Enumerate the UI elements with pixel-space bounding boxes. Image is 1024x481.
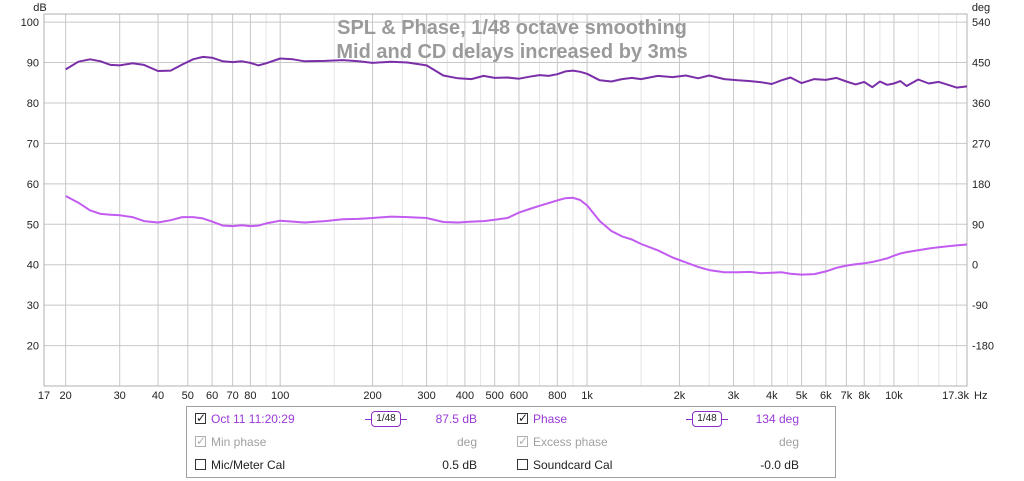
mic-cal-label: Mic/Meter Cal bbox=[211, 458, 286, 472]
legend-row-measurement: ✓ Oct 11 11:20:29 1/48 87.5 dB ✓ Phase 1… bbox=[187, 408, 837, 430]
x-tick-label: 40 bbox=[152, 390, 164, 402]
phase-series-line bbox=[65, 195, 968, 276]
chart-subtitle: Mid and CD delays increased by 3ms bbox=[336, 41, 687, 63]
x-tick-label: 17 bbox=[38, 390, 50, 402]
y2-tick-label: 450 bbox=[972, 58, 990, 70]
plot-frame bbox=[43, 13, 968, 387]
excess-phase-value: deg bbox=[778, 435, 799, 449]
phase-smoothing-button[interactable]: 1/48 bbox=[686, 411, 728, 427]
x-tick-label: 200 bbox=[363, 390, 381, 402]
min-phase-label: Min phase bbox=[211, 435, 267, 449]
x-tick-label: 60 bbox=[206, 390, 218, 402]
y-tick-label: 40 bbox=[27, 260, 39, 272]
phase-series-name: Phase bbox=[533, 412, 568, 426]
y2-tick-label: 540 bbox=[972, 17, 990, 29]
checkmark-icon: ✓ bbox=[196, 434, 207, 448]
checkmark-icon: ✓ bbox=[518, 411, 529, 425]
x-tick-label: 3k bbox=[728, 390, 740, 402]
checkmark-icon: ✓ bbox=[196, 411, 207, 425]
phase-smoothing-label: 1/48 bbox=[697, 413, 717, 424]
x-tick-label: 800 bbox=[548, 390, 566, 402]
y-tick-label: 20 bbox=[27, 341, 39, 353]
soundcard-cal-checkbox[interactable] bbox=[517, 459, 528, 470]
soundcard-cal-value: -0.0 dB bbox=[760, 458, 799, 472]
legend-row-minphase: ✓ Min phase deg ✓ Excess phase deg bbox=[187, 431, 837, 453]
spl-series-name: Oct 11 11:20:29 bbox=[211, 412, 295, 426]
spl-smoothing-label: 1/48 bbox=[376, 413, 396, 424]
x-axis-label: Hz bbox=[974, 390, 987, 402]
x-tick-label: 10k bbox=[885, 390, 903, 402]
y-tick-label: 80 bbox=[27, 98, 39, 110]
y-tick-label: 100 bbox=[21, 17, 39, 29]
mic-cal-value: 0.5 dB bbox=[442, 458, 477, 472]
y2-tick-label: -90 bbox=[972, 300, 988, 312]
y-tick-label: 30 bbox=[27, 300, 39, 312]
y2-tick-label: 180 bbox=[972, 179, 990, 191]
phase-cursor-value: 134 deg bbox=[755, 412, 799, 426]
x-tick-label: 20 bbox=[60, 390, 72, 402]
x-tick-label: 300 bbox=[417, 390, 435, 402]
y-tick-label: 50 bbox=[27, 219, 39, 231]
x-tick-label: 30 bbox=[114, 390, 126, 402]
mic-cal-checkbox[interactable] bbox=[195, 459, 206, 470]
x-tick-label: 8k bbox=[858, 390, 870, 402]
y2-tick-label: -180 bbox=[972, 341, 994, 353]
y2-tick-label: 270 bbox=[972, 138, 990, 150]
y2-tick-label: 90 bbox=[972, 219, 984, 231]
x-tick-label: 7k bbox=[841, 390, 853, 402]
x-tick-label: 100 bbox=[271, 390, 289, 402]
x-tick-label: 2k bbox=[674, 390, 686, 402]
checkmark-icon: ✓ bbox=[518, 434, 529, 448]
x-tick-label: 6k bbox=[820, 390, 832, 402]
spl-cursor-value: 87.5 dB bbox=[435, 412, 477, 426]
legend-panel: ✓ Oct 11 11:20:29 1/48 87.5 dB ✓ Phase 1… bbox=[186, 406, 836, 478]
y-tick-label: 60 bbox=[27, 179, 39, 191]
spl-series-line bbox=[65, 55, 968, 89]
y2-tick-label: 0 bbox=[972, 260, 978, 272]
x-tick-label: 500 bbox=[485, 390, 503, 402]
soundcard-cal-label: Soundcard Cal bbox=[533, 458, 613, 472]
phase-checkbox[interactable]: ✓ bbox=[517, 411, 528, 425]
excess-phase-label: Excess phase bbox=[533, 435, 608, 449]
min-phase-value: deg bbox=[456, 435, 477, 449]
x-tick-label: 400 bbox=[456, 390, 474, 402]
plot-area bbox=[44, 14, 967, 386]
x-tick-label: 80 bbox=[244, 390, 256, 402]
x-tick-label: 1k bbox=[581, 390, 593, 402]
y2-axis-label: deg bbox=[972, 2, 990, 14]
x-tick-label: 600 bbox=[510, 390, 528, 402]
y2-tick-label: 360 bbox=[972, 98, 990, 110]
y-tick-label: 70 bbox=[27, 138, 39, 150]
x-tick-label: 17.3k bbox=[942, 390, 969, 402]
spl-smoothing-button[interactable]: 1/48 bbox=[365, 411, 407, 427]
excess-phase-checkbox[interactable]: ✓ bbox=[517, 434, 528, 448]
x-tick-label: 5k bbox=[796, 390, 808, 402]
min-phase-checkbox[interactable]: ✓ bbox=[195, 434, 206, 448]
x-tick-label: 70 bbox=[227, 390, 239, 402]
spl-checkbox[interactable]: ✓ bbox=[195, 411, 206, 425]
legend-row-cal: Mic/Meter Cal 0.5 dB Soundcard Cal -0.0 … bbox=[187, 454, 837, 476]
x-tick-label: 50 bbox=[182, 390, 194, 402]
y-tick-label: 90 bbox=[27, 58, 39, 70]
x-tick-label: 4k bbox=[766, 390, 778, 402]
chart-title: SPL & Phase, 1/48 octave smoothing bbox=[337, 17, 687, 39]
y-axis-label: dB bbox=[33, 2, 46, 14]
